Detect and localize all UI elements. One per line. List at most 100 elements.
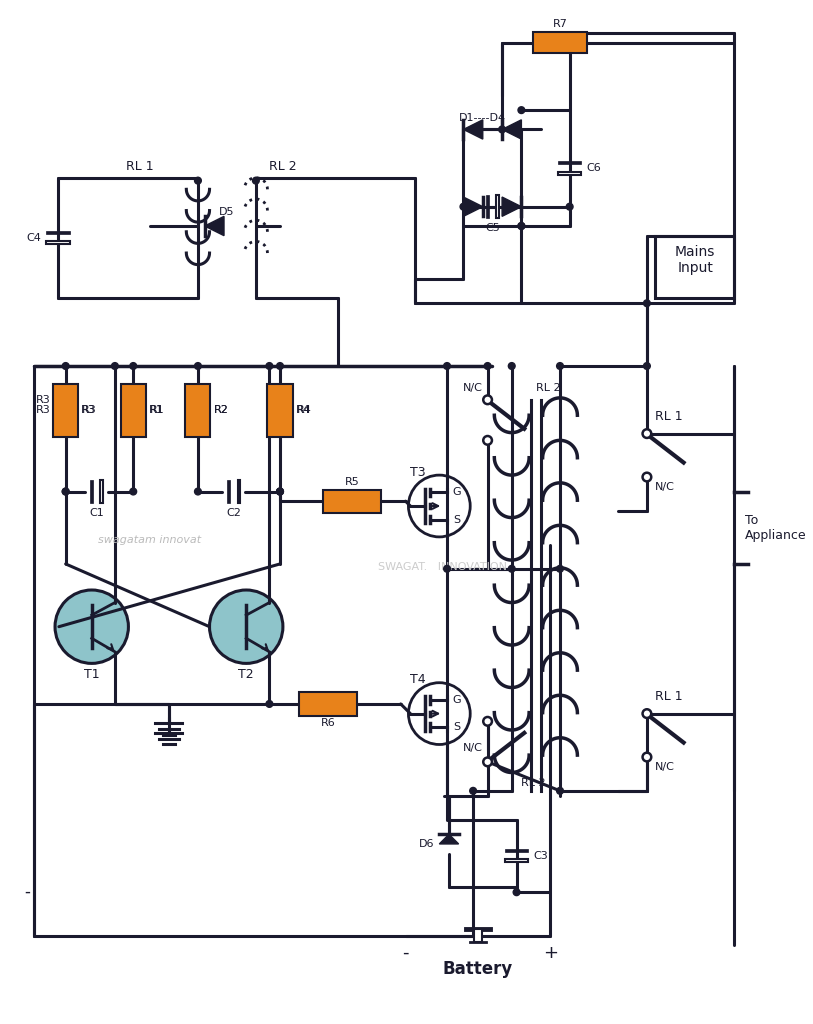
Text: RL 2: RL 2 [521, 778, 546, 788]
Text: RL 2: RL 2 [269, 160, 297, 173]
Text: C3: C3 [533, 851, 548, 860]
Text: R3: R3 [36, 406, 50, 416]
Text: D1----D4: D1----D4 [459, 113, 506, 123]
Circle shape [557, 787, 563, 795]
Circle shape [518, 106, 524, 114]
Text: R3: R3 [36, 395, 50, 404]
Bar [53, 384, 78, 437]
Text: +: + [543, 944, 558, 962]
Text: C6: C6 [586, 163, 601, 173]
Text: R1: R1 [149, 406, 163, 416]
Text: R2: R2 [215, 406, 229, 416]
Circle shape [518, 222, 524, 229]
Circle shape [642, 473, 651, 481]
Text: T4: T4 [411, 674, 426, 686]
Bar [558, 162, 581, 164]
Circle shape [644, 300, 650, 306]
Bar [505, 859, 528, 862]
Circle shape [210, 590, 283, 664]
Circle shape [266, 700, 273, 708]
Text: R7: R7 [553, 19, 567, 29]
Circle shape [483, 436, 492, 444]
Text: To
Appliance: To Appliance [746, 514, 807, 543]
Text: RL 1: RL 1 [654, 410, 682, 423]
Bar [558, 172, 581, 175]
Text: C4: C4 [27, 232, 41, 243]
Polygon shape [205, 216, 224, 236]
Circle shape [513, 889, 520, 896]
Text: C5: C5 [485, 223, 500, 233]
Circle shape [444, 362, 450, 370]
Circle shape [557, 362, 563, 370]
Circle shape [557, 565, 563, 572]
Text: R3: R3 [82, 406, 97, 416]
Text: N/C: N/C [654, 481, 675, 492]
Circle shape [485, 362, 491, 370]
Circle shape [130, 362, 137, 370]
Polygon shape [439, 835, 459, 844]
Circle shape [130, 488, 137, 495]
Bar [101, 480, 103, 503]
Circle shape [642, 429, 651, 438]
Polygon shape [502, 197, 521, 216]
Text: T1: T1 [84, 669, 99, 682]
Circle shape [408, 683, 470, 744]
Circle shape [460, 204, 467, 210]
Circle shape [276, 362, 284, 370]
Circle shape [194, 362, 202, 370]
Bar [324, 489, 381, 513]
Bar [474, 929, 482, 942]
Text: R5: R5 [345, 477, 360, 486]
Text: -: - [402, 944, 409, 962]
Circle shape [276, 488, 284, 495]
Text: R2: R2 [213, 406, 228, 416]
Text: R4: R4 [297, 406, 311, 416]
Text: R6: R6 [321, 719, 336, 728]
Circle shape [276, 488, 284, 495]
Bar [533, 32, 586, 53]
Text: S: S [453, 514, 460, 524]
Bar [267, 384, 293, 437]
Polygon shape [463, 120, 483, 139]
Text: R3: R3 [81, 406, 96, 416]
Circle shape [644, 362, 650, 370]
Bar [120, 384, 146, 437]
Text: SWAGAT.   INNOVATION.: SWAGAT. INNOVATION. [378, 562, 511, 571]
Polygon shape [463, 197, 483, 216]
Text: Battery: Battery [443, 961, 513, 979]
Text: C1: C1 [89, 508, 104, 518]
Circle shape [444, 565, 450, 572]
Text: N/C: N/C [654, 762, 675, 772]
Circle shape [483, 758, 492, 766]
Circle shape [508, 362, 515, 370]
Bar [46, 230, 70, 233]
Circle shape [55, 590, 128, 664]
Bar [185, 384, 211, 437]
Text: RL 1: RL 1 [126, 160, 154, 173]
Circle shape [63, 488, 69, 495]
Circle shape [408, 475, 470, 537]
Circle shape [253, 177, 259, 184]
Circle shape [111, 362, 118, 370]
Text: Mains
Input: Mains Input [675, 245, 715, 274]
Bar [505, 849, 528, 852]
Text: G: G [453, 695, 462, 706]
Text: N/C: N/C [463, 383, 483, 393]
Circle shape [483, 395, 492, 404]
Text: G: G [453, 487, 462, 498]
Bar [227, 480, 230, 503]
Text: D6: D6 [419, 839, 434, 849]
Circle shape [498, 126, 506, 133]
Text: R1: R1 [150, 406, 164, 416]
Text: swagatam innovat: swagatam innovat [98, 535, 202, 545]
Text: D5: D5 [220, 207, 235, 216]
Bar [654, 236, 734, 298]
Text: N/C: N/C [463, 743, 483, 754]
Text: RL 1: RL 1 [654, 690, 682, 702]
Text: S: S [453, 722, 460, 732]
Circle shape [63, 362, 69, 370]
Circle shape [266, 362, 273, 370]
Text: -: - [24, 884, 30, 901]
Bar [237, 480, 241, 503]
Bar [89, 480, 93, 503]
